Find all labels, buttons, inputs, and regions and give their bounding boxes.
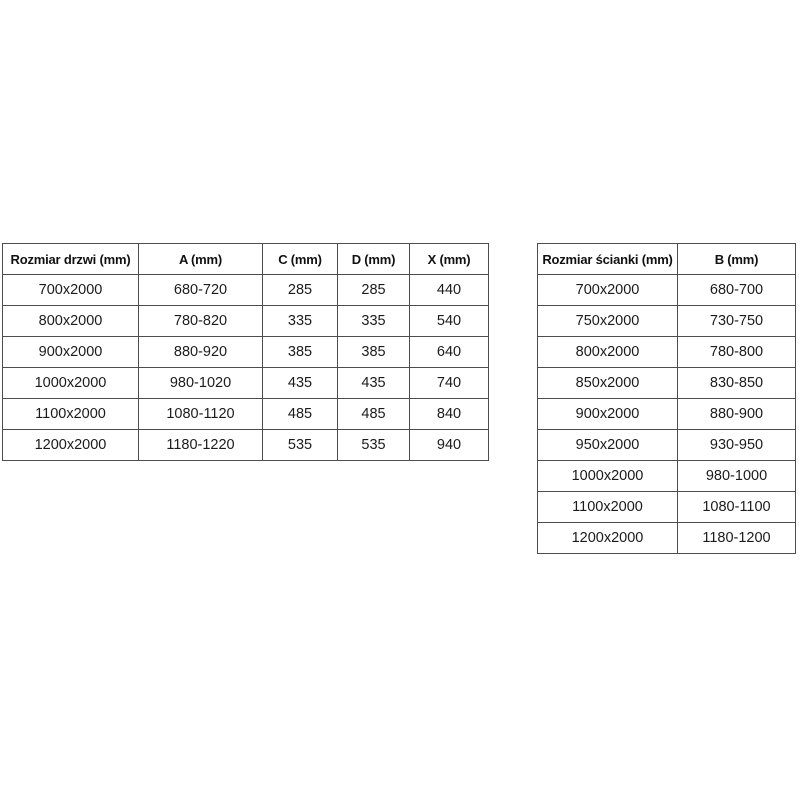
table-cell: 980-1000 (677, 460, 796, 492)
table-cell: 435 (337, 367, 410, 399)
header-row: Rozmiar ścianki (mm) B (mm) (537, 243, 796, 275)
wall-sizes-table-header: Rozmiar ścianki (mm) B (mm) (537, 243, 796, 275)
column-header: B (mm) (677, 243, 796, 275)
table-cell: 880-920 (138, 336, 263, 368)
table-row: 1100x2000 1080-1100 (537, 491, 796, 523)
table-row: 1000x2000 980-1000 (537, 460, 796, 492)
table-row: 1000x2000 980-1020 435 435 740 (2, 367, 489, 399)
door-sizes-table: Rozmiar drzwi (mm) A (mm) C (mm) D (mm) X (m… (2, 243, 489, 461)
table-cell: 385 (337, 336, 410, 368)
table-cell: 335 (262, 305, 338, 337)
table-cell: 535 (262, 429, 338, 461)
door-sizes-table-body: 700x2000 680-720 285 285 440 800x2000 780-820 3… (2, 274, 489, 461)
door-sizes-table-header: Rozmiar drzwi (mm) A (mm) C (mm) D (mm) X (m… (2, 243, 489, 275)
table-cell: 1080-1100 (677, 491, 796, 523)
wall-sizes-table-body: 700x2000 680-700 750x2000 730-750 800x2000 78… (537, 274, 796, 554)
wall-sizes-table: Rozmiar ścianki (mm) B (mm) 700x2000 680-7… (537, 243, 796, 554)
table-cell: 780-820 (138, 305, 263, 337)
column-header: Rozmiar ścianki (mm) (537, 243, 678, 275)
table-cell: 1100x2000 (2, 398, 139, 430)
table-row: 750x2000 730-750 (537, 305, 796, 337)
table-cell: 285 (262, 274, 338, 306)
table-row: 800x2000 780-800 (537, 336, 796, 368)
table-row: 800x2000 780-820 335 335 540 (2, 305, 489, 337)
table-row: 850x2000 830-850 (537, 367, 796, 399)
table-row: 700x2000 680-720 285 285 440 (2, 274, 489, 306)
column-header: Rozmiar drzwi (mm) (2, 243, 139, 275)
table-cell: 930-950 (677, 429, 796, 461)
table-cell: 440 (409, 274, 489, 306)
table-cell: 800x2000 (2, 305, 139, 337)
table-row: 950x2000 930-950 (537, 429, 796, 461)
table-cell: 730-750 (677, 305, 796, 337)
table-cell: 830-850 (677, 367, 796, 399)
table-cell: 840 (409, 398, 489, 430)
table-cell: 980-1020 (138, 367, 263, 399)
table-cell: 800x2000 (537, 336, 678, 368)
table-cell: 1000x2000 (537, 460, 678, 492)
table-cell: 740 (409, 367, 489, 399)
table-cell: 940 (409, 429, 489, 461)
table-cell: 1180-1200 (677, 522, 796, 554)
table-cell: 700x2000 (2, 274, 139, 306)
table-cell: 640 (409, 336, 489, 368)
table-row: 1100x2000 1080-1120 485 485 840 (2, 398, 489, 430)
table-row: 1200x2000 1180-1220 535 535 940 (2, 429, 489, 461)
column-header: X (mm) (409, 243, 489, 275)
table-cell: 485 (262, 398, 338, 430)
table-cell: 535 (337, 429, 410, 461)
table-cell: 335 (337, 305, 410, 337)
table-cell: 435 (262, 367, 338, 399)
table-cell: 1080-1120 (138, 398, 263, 430)
column-header: D (mm) (337, 243, 410, 275)
table-row: 700x2000 680-700 (537, 274, 796, 306)
table-cell: 1180-1220 (138, 429, 263, 461)
table-cell: 700x2000 (537, 274, 678, 306)
table-cell: 485 (337, 398, 410, 430)
table-cell: 750x2000 (537, 305, 678, 337)
table-cell: 950x2000 (537, 429, 678, 461)
table-row: 900x2000 880-920 385 385 640 (2, 336, 489, 368)
table-cell: 1000x2000 (2, 367, 139, 399)
table-cell: 1100x2000 (537, 491, 678, 523)
table-cell: 680-720 (138, 274, 263, 306)
header-row: Rozmiar drzwi (mm) A (mm) C (mm) D (mm) X (m… (2, 243, 489, 275)
table-cell: 880-900 (677, 398, 796, 430)
table-cell: 540 (409, 305, 489, 337)
table-cell: 850x2000 (537, 367, 678, 399)
table-cell: 680-700 (677, 274, 796, 306)
table-cell: 285 (337, 274, 410, 306)
column-header: A (mm) (138, 243, 263, 275)
table-cell: 1200x2000 (2, 429, 139, 461)
table-cell: 780-800 (677, 336, 796, 368)
table-row: 900x2000 880-900 (537, 398, 796, 430)
column-header: C (mm) (262, 243, 338, 275)
table-cell: 900x2000 (2, 336, 139, 368)
table-row: 1200x2000 1180-1200 (537, 522, 796, 554)
table-cell: 385 (262, 336, 338, 368)
table-cell: 900x2000 (537, 398, 678, 430)
table-cell: 1200x2000 (537, 522, 678, 554)
